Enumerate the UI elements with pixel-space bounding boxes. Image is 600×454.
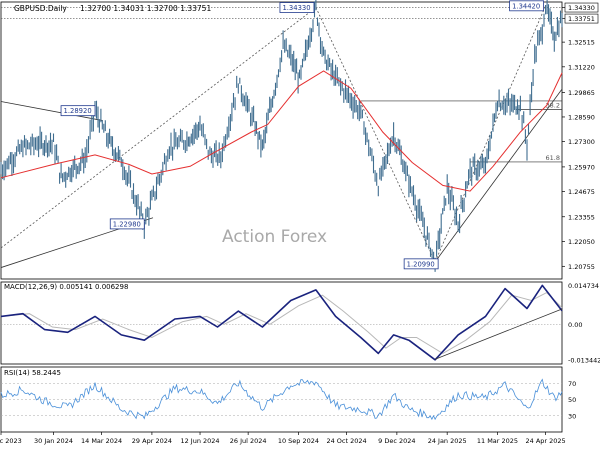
pivot-label-box	[109, 218, 145, 230]
pivot-label-box	[279, 2, 315, 13]
macd-tick-label: 0.014734	[568, 282, 599, 290]
price-trendline	[434, 88, 563, 263]
price-tick-label: 1.29865	[568, 89, 595, 97]
rsi-label: RSI(14) 58.2445	[4, 369, 61, 377]
rsi-tick-label: 70	[568, 380, 576, 388]
price-tick-box	[564, 13, 599, 24]
pivot-label-box	[509, 0, 544, 12]
x-tick-label: 9 Dec 2024	[378, 437, 415, 445]
x-tick-label: 30 Jan 2024	[34, 437, 73, 445]
pivot-label: 1.34330	[282, 4, 310, 12]
fib-level-label: 61.8	[546, 154, 560, 162]
price-tick-label: 1.20755	[568, 263, 595, 271]
symbol-label: GBPUSD.Daily	[14, 4, 67, 13]
macd-label: MACD(12,26,9) 0.005141 0.006298	[4, 283, 128, 291]
moving-average-line	[0, 70, 563, 192]
price-tick-label: 1.32515	[568, 39, 595, 47]
price-tick-label: 1.33751	[568, 15, 595, 23]
pivot-label: 1.28920	[64, 107, 92, 115]
price-trendline	[434, 5, 546, 263]
price-tick-box	[564, 2, 599, 13]
macd-tick-label: -0.013442	[568, 356, 600, 364]
fib-level-label: 38.2	[546, 102, 560, 110]
x-tick-label: 13 Dec 2023	[0, 437, 22, 445]
pivot-label-box	[60, 105, 96, 117]
macd-line	[0, 284, 563, 361]
macd-tick-label: 0.00	[568, 321, 582, 329]
price-panel-frame	[0, 1, 563, 280]
price-tick-label: 1.27300	[568, 138, 595, 146]
pivot-label: 1.34420	[512, 2, 540, 10]
price-tick-label: 1.34330	[568, 4, 595, 12]
price-tick-label: 1.28590	[568, 113, 595, 121]
x-tick-label: 24 Apr 2025	[525, 437, 565, 445]
price-trendline	[315, 7, 436, 263]
macd-trendline	[434, 308, 563, 360]
rsi-tick-label: 30	[568, 412, 576, 420]
price-trendline	[0, 101, 103, 121]
pivot-label: 1.22980	[113, 220, 141, 228]
price-bars	[0, 0, 563, 272]
pivot-label: 1.20990	[407, 260, 435, 268]
macd-panel-frame	[0, 281, 563, 365]
pivot-label-box	[403, 258, 439, 270]
rsi-line	[0, 378, 563, 421]
price-tick-label: 1.31220	[568, 63, 595, 71]
x-tick-label: 14 Mar 2024	[81, 437, 122, 445]
price-tick-label: 1.23355	[568, 213, 595, 221]
watermark: Action Forex	[222, 227, 327, 247]
rsi-tick-label: 50	[568, 396, 576, 404]
x-tick-label: 24 Jan 2025	[428, 437, 467, 445]
x-tick-label: 26 Jul 2024	[230, 437, 267, 445]
price-tick-label: 1.25970	[568, 163, 595, 171]
ohlc-label: 1.32700 1.34031 1.32700 1.33751	[80, 4, 211, 13]
x-tick-label: 24 Oct 2024	[326, 437, 366, 445]
x-tick-label: 10 Sep 2024	[278, 437, 319, 445]
x-tick-label: 29 Apr 2024	[132, 437, 172, 445]
price-tick-label: 1.22050	[568, 238, 595, 246]
x-tick-label: 12 Jun 2024	[180, 437, 219, 445]
macd-signal-line	[0, 291, 563, 354]
x-tick-label: 11 Mar 2025	[477, 437, 518, 445]
price-tick-label: 1.24675	[568, 188, 595, 196]
